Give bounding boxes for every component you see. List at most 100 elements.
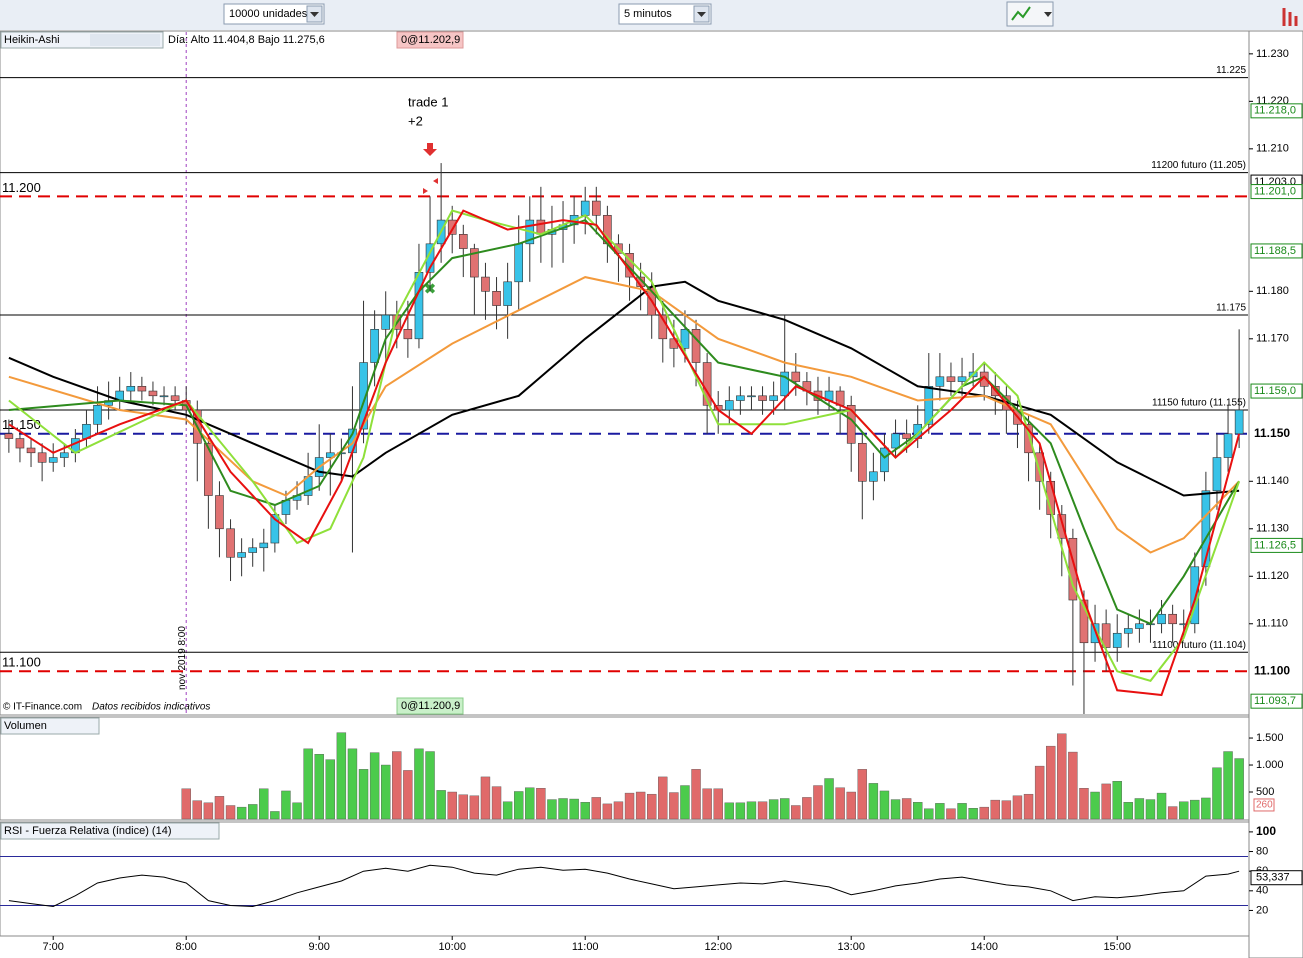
- volume-bar: [990, 799, 1000, 820]
- y-tick-label: 100: [1256, 824, 1276, 838]
- volume-bar: [369, 752, 380, 820]
- y-tick-label: 11.130: [1256, 523, 1289, 535]
- indicator-button[interactable]: [1006, 1, 1054, 27]
- candle-body: [1101, 623, 1111, 648]
- volume-bar: [979, 806, 989, 820]
- volume-bar: [1223, 751, 1233, 820]
- volume-bar: [491, 786, 502, 820]
- units-select[interactable]: [223, 3, 325, 25]
- bottom-tag-text: 0@11.200,9: [401, 700, 460, 712]
- price-tag: [1251, 426, 1302, 441]
- volume-bar: [1001, 800, 1012, 820]
- panel-icons[interactable]: [90, 34, 160, 46]
- interval-select[interactable]: [618, 3, 712, 25]
- candle-body: [1112, 632, 1122, 648]
- candle-body: [1024, 423, 1033, 454]
- price-axis: [1248, 30, 1303, 958]
- candle-body: [591, 200, 601, 216]
- candle-body: [93, 404, 102, 425]
- candle-body: [226, 528, 235, 558]
- top-tag: [396, 31, 464, 49]
- volume-bar: [669, 792, 679, 820]
- volume-bar: [447, 791, 457, 820]
- trade-arrow: [423, 143, 437, 156]
- x-tick-label: 10:00: [438, 941, 466, 953]
- y-tick-label: 11.110: [1256, 618, 1288, 630]
- candle-body: [957, 376, 967, 382]
- candle-body: [747, 395, 756, 398]
- volume-tag-label: 260: [1256, 800, 1273, 811]
- volume-bar: [802, 797, 812, 820]
- volume-bar: [857, 769, 867, 820]
- volume-bar: [647, 793, 657, 820]
- volume-bar: [558, 798, 568, 820]
- volume-bar: [879, 790, 890, 820]
- candle-body: [270, 514, 280, 544]
- candle-body: [857, 442, 867, 482]
- volume-bar: [901, 798, 912, 820]
- candle-body: [492, 291, 501, 306]
- volume-bar: [236, 806, 247, 820]
- volume-bar: [480, 776, 491, 820]
- volume-bar: [913, 802, 923, 820]
- candle-body: [935, 376, 945, 387]
- volume-bar: [403, 770, 413, 820]
- x-tick-label: 7:00: [42, 941, 63, 953]
- volume-bar: [1190, 799, 1200, 820]
- indicator-icon: [1011, 6, 1031, 21]
- moving-average: [8, 209, 1241, 697]
- volume-bar: [1145, 799, 1156, 820]
- rsi-tag-label: 53,337: [1256, 872, 1290, 884]
- candle-body: [1123, 628, 1133, 634]
- price-tag: [1250, 693, 1303, 709]
- volume-bar: [536, 788, 546, 820]
- volume-bar: [624, 792, 635, 820]
- volume-bar: [347, 748, 358, 820]
- volume-bar: [824, 778, 834, 820]
- volume-bar: [835, 787, 845, 820]
- candle-body: [1157, 613, 1166, 625]
- volume-bar: [203, 802, 214, 820]
- volume-bar: [181, 788, 191, 820]
- candle-body: [159, 395, 169, 398]
- x-tick-label: 13:00: [837, 941, 865, 953]
- price-tag: [1250, 243, 1303, 259]
- candle-body: [48, 457, 58, 463]
- candle-body: [1168, 613, 1177, 625]
- volume-bar: [846, 791, 856, 820]
- volume-bar: [1123, 802, 1133, 820]
- candle-body: [724, 400, 734, 411]
- volume-bar: [968, 808, 978, 820]
- candle-body: [1090, 623, 1100, 644]
- volume-bar: [1212, 767, 1222, 820]
- trade-markers: [423, 178, 438, 194]
- price-tag-label: 11.150: [1254, 426, 1290, 440]
- y-tick-label: 11.140: [1256, 475, 1289, 487]
- candle-body: [170, 395, 180, 401]
- y-tick-label: 11.170: [1256, 333, 1289, 345]
- volume-bar: [1046, 745, 1056, 820]
- rsi-panel: [0, 821, 1250, 937]
- level-label: 11.175: [1216, 303, 1246, 314]
- volume-bar: [957, 803, 967, 820]
- volume-bar: [613, 801, 624, 820]
- candle-body: [403, 329, 413, 340]
- y-tick-label: 11.120: [1256, 570, 1289, 582]
- rsi-tag: [1250, 870, 1303, 886]
- date-marker-label: nov-2019 8:00: [177, 626, 188, 690]
- volume-bar: [214, 796, 225, 820]
- candle-body: [381, 314, 391, 330]
- volume-bar: [458, 794, 468, 820]
- candle-body: [780, 371, 790, 397]
- volume-bar: [314, 754, 324, 820]
- level-label: 11200 futuro (11.205): [1151, 160, 1246, 171]
- rsi-title: RSI - Fuerza Relativa (índice) (14): [4, 825, 172, 837]
- candle-body: [791, 371, 801, 382]
- price-tag: [1250, 383, 1303, 399]
- volume-bar: [635, 791, 646, 820]
- volume-bar: [270, 811, 280, 820]
- volume-bar: [935, 803, 945, 820]
- level-label: 11.100: [2, 655, 41, 670]
- y-tick-label: 80: [1256, 845, 1268, 857]
- candle-body: [458, 234, 468, 249]
